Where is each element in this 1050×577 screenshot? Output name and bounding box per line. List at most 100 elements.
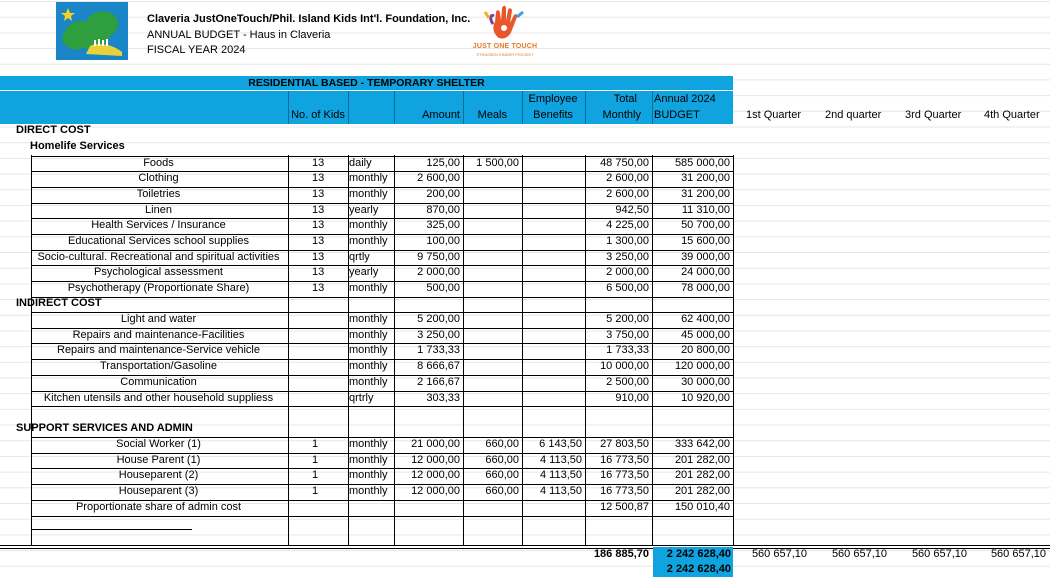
- col-meals: Meals: [477, 109, 507, 121]
- cell-monthly: 4 225,00: [606, 219, 649, 232]
- row-border: [31, 312, 733, 313]
- cell-meals: [463, 203, 521, 219]
- group-direct-cost: DIRECT COST: [16, 124, 91, 136]
- cell-freq: qrtly: [349, 250, 370, 263]
- cell-benefits: 4 113,50: [539, 453, 582, 466]
- cell-benefits: [522, 250, 584, 266]
- cell-meals: [463, 281, 521, 297]
- cell-monthly: 3 250,00: [606, 250, 649, 263]
- col-total-2: Monthly: [602, 109, 641, 121]
- cell-freq: [349, 500, 393, 516]
- cell-amount: 2 166,67: [417, 375, 460, 388]
- column-border: [394, 155, 395, 545]
- cell-meals: [463, 187, 521, 203]
- cell-monthly: 1 300,00: [606, 235, 649, 247]
- cell-freq: monthly: [349, 313, 388, 325]
- col-employee-2: Benefits: [533, 109, 573, 121]
- cell-monthly: 3 750,00: [606, 328, 649, 341]
- cell-monthly: 16 773,50: [600, 453, 649, 466]
- cell-monthly: 1 733,33: [606, 344, 649, 357]
- col-amount: Amount: [422, 109, 460, 121]
- row-border: [31, 406, 733, 408]
- row-border: [31, 374, 733, 376]
- cell-item: Communication: [120, 375, 197, 388]
- cell-amount: [394, 500, 462, 516]
- cell-benefits: [522, 156, 584, 172]
- cell-annual: 62 400,00: [681, 313, 730, 325]
- cell-annual: 30 000,00: [681, 375, 730, 388]
- cell-benefits: [522, 312, 584, 328]
- group-homelife-services: Homelife Services: [30, 140, 125, 152]
- group-support-services: SUPPORT SERVICES AND ADMIN: [16, 422, 193, 434]
- row-border: [31, 186, 733, 188]
- row-border: [31, 234, 733, 235]
- row-border: [31, 359, 733, 361]
- cell-freq: qrtrly: [349, 391, 374, 404]
- row-border: [31, 171, 733, 173]
- cell-annual: 78 000,00: [681, 282, 730, 295]
- header-border: [348, 91, 349, 124]
- cell-meals: 1 500,00: [476, 156, 519, 169]
- cell-annual: 585 000,00: [674, 156, 730, 169]
- cell-item: Social Worker (1): [116, 438, 201, 450]
- cell-annual: 31 200,00: [681, 187, 730, 200]
- row-border: [31, 281, 733, 283]
- col-q2: 2nd quarter: [825, 109, 882, 121]
- cell-kids: 1: [312, 485, 319, 498]
- cell-meals: [463, 343, 521, 359]
- cell-annual: 150 010,40: [674, 500, 730, 513]
- row-border: [31, 499, 733, 501]
- row-border: [31, 452, 733, 454]
- cell-annual: 333 642,00: [674, 438, 730, 450]
- cell-annual: 10 920,00: [681, 391, 730, 404]
- cell-kids: 13: [312, 156, 325, 169]
- cell-amount: 3 250,00: [417, 328, 460, 341]
- total-annual: 2 242 628,40: [653, 547, 733, 563]
- cell-freq: monthly: [349, 187, 388, 200]
- column-border: [288, 155, 289, 545]
- cell-monthly: 27 803,50: [600, 438, 649, 450]
- cell-annual: 45 000,00: [681, 328, 730, 341]
- cell-monthly: 6 500,00: [606, 282, 649, 295]
- cell-kids: 1: [312, 469, 319, 482]
- column-border: [31, 155, 32, 545]
- cell-kids: 1: [312, 453, 319, 466]
- island-logo-icon: [56, 2, 128, 60]
- cell-meals: [463, 250, 521, 266]
- total-q1: 560 657,10: [751, 548, 807, 560]
- column-border: [522, 155, 523, 545]
- cell-benefits: [522, 171, 584, 187]
- cell-annual: 24 000,00: [681, 266, 730, 279]
- cell-kids: 13: [312, 187, 325, 200]
- cell-item: House Parent (1): [116, 453, 201, 466]
- cell-kids: 13: [312, 250, 325, 263]
- cell-annual: 201 282,00: [674, 469, 730, 482]
- cell-annual: 39 000,00: [681, 250, 730, 263]
- cell-meals: 660,00: [485, 469, 519, 482]
- cell-amount: 12 000,00: [411, 469, 460, 482]
- row-border: [31, 202, 733, 204]
- cell-annual: 50 700,00: [681, 219, 730, 232]
- total-rule-top: [0, 545, 1050, 546]
- cell-benefits: 4 113,50: [539, 485, 582, 498]
- header-border: [585, 91, 586, 124]
- total-q3: 560 657,10: [911, 548, 967, 560]
- row-border: [31, 249, 733, 251]
- cell-item: Toiletries: [136, 187, 181, 200]
- total-monthly: 186 885,70: [593, 548, 649, 560]
- row-border: [31, 484, 733, 486]
- row-border: [31, 515, 733, 517]
- cell-kids: 13: [312, 219, 325, 232]
- cell-item: Houseparent (2): [118, 469, 199, 482]
- cell-benefits: 6 143,50: [539, 438, 582, 450]
- cell-amount: 125,00: [426, 156, 460, 169]
- column-border: [348, 155, 349, 545]
- cell-amount: 1 733,33: [417, 344, 460, 357]
- total-annual-repeat: 2 242 628,40: [653, 562, 733, 577]
- cell-item: Psychological assessment: [93, 266, 223, 279]
- group-indirect-cost: INDIRECT COST: [16, 297, 102, 309]
- cell-benefits: [522, 234, 584, 250]
- cell-item: Repairs and maintenance-Facilities: [72, 328, 245, 341]
- cell-freq: monthly: [349, 453, 388, 466]
- cell-monthly: 12 500,87: [600, 500, 649, 513]
